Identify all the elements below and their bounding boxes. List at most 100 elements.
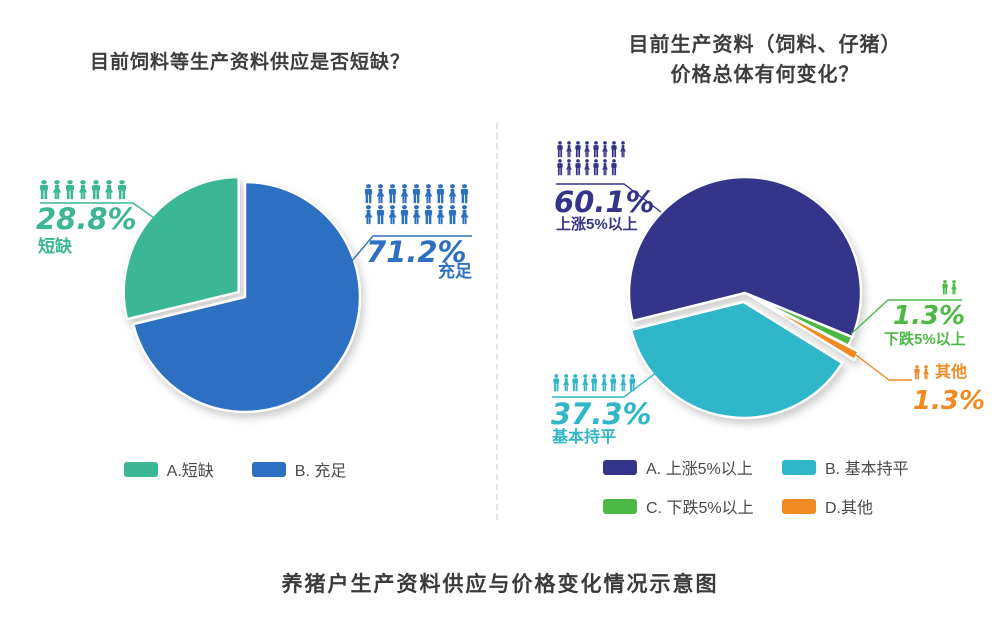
pie-slice-短缺 [122, 175, 240, 321]
sufficient-percentage: 71.2% [366, 235, 467, 269]
left-chart-title: 目前饲料等生产资料供应是否短缺？ [55, 50, 445, 76]
person-icon [951, 280, 957, 295]
pictogram-row [941, 280, 958, 295]
person-icon [581, 374, 588, 392]
person-icon [424, 205, 433, 225]
pictogram-row [556, 159, 627, 176]
person-icon [460, 184, 469, 204]
pictogram-row [38, 180, 128, 200]
right-chart-title-line1: 目前生产资料（饲料、仔猪） [628, 34, 902, 56]
person-icon [593, 141, 599, 158]
person-icon [364, 205, 373, 225]
person-icon [388, 205, 397, 225]
person-icon [460, 205, 469, 225]
person-icon [376, 184, 385, 204]
shortage-people-pictogram [38, 180, 128, 201]
legend-item-sufficient: B. 充足 [251, 457, 346, 481]
sufficient-label: 充足 [438, 262, 472, 281]
person-icon [593, 159, 599, 176]
pie-slice-上涨5%以上 [627, 175, 863, 339]
person-icon [52, 180, 62, 200]
person-icon [424, 184, 433, 204]
pictogram-row [913, 364, 930, 380]
pictogram-row [556, 141, 627, 158]
rise-label: 上涨5%以上 [556, 216, 638, 233]
person-icon [619, 374, 626, 392]
right-chart-title-line2: 价格总体有何变化？ [670, 64, 860, 86]
person-icon [584, 159, 590, 176]
legend-item-shortage: A.短缺 [123, 457, 214, 481]
rise-people-pictogram [556, 141, 627, 177]
right-chart-title: 目前生产资料（饲料、仔猪） 价格总体有何变化？ [555, 30, 975, 90]
person-icon [629, 374, 636, 392]
person-icon [942, 280, 948, 295]
other-people-pictogram [913, 364, 930, 381]
person-icon [78, 180, 88, 200]
person-icon [575, 141, 581, 158]
person-icon [611, 159, 617, 176]
legend-label-other: D.其他 [825, 500, 874, 517]
person-icon [600, 374, 607, 392]
person-icon [118, 180, 126, 200]
pictogram-row [552, 374, 637, 392]
person-icon [376, 205, 385, 225]
legend-label-flat: B. 基本持平 [825, 461, 909, 478]
person-icon [591, 374, 598, 392]
person-icon [412, 184, 421, 204]
vertical-dashed-divider [496, 123, 498, 520]
left-chart-title-text: 目前饲料等生产资料供应是否短缺？ [89, 52, 410, 73]
legend-swatch-other [782, 498, 816, 514]
pictogram-row [363, 205, 470, 225]
other-label-row: 其他 [913, 364, 967, 382]
person-icon [602, 141, 608, 158]
person-icon [575, 159, 581, 176]
person-icon [436, 205, 445, 225]
person-icon [92, 180, 100, 200]
person-icon [364, 184, 373, 204]
pie-slice-充足 [132, 180, 362, 414]
person-icon [557, 141, 563, 158]
legend-label-fall: C. 下跌5%以上 [646, 500, 754, 517]
legend-item-rise: A. 上涨5%以上 [603, 455, 782, 479]
person-icon [562, 374, 569, 392]
left-chart-legend: A.短缺 B. 充足 [0, 457, 470, 481]
legend-label-rise: A. 上涨5%以上 [646, 461, 753, 478]
person-icon [602, 159, 608, 176]
person-icon [566, 141, 572, 158]
person-icon [572, 374, 579, 392]
person-icon [610, 374, 617, 392]
flat-people-pictogram [552, 374, 637, 393]
flat-percentage: 37.3% [551, 397, 652, 431]
shortage-label: 短缺 [38, 237, 72, 256]
shortage-percentage: 28.8% [36, 202, 137, 236]
person-icon [412, 205, 421, 225]
flat-label: 基本持平 [552, 429, 617, 446]
person-icon [104, 180, 114, 200]
person-icon [566, 159, 572, 176]
person-icon [66, 180, 74, 200]
right-chart-legend: A. 上涨5%以上 B. 基本持平 C. 下跌5%以上 D.其他 [603, 455, 909, 518]
supply-pie-chart [122, 175, 362, 414]
person-icon [584, 141, 590, 158]
other-percentage: 1.3% [912, 386, 985, 416]
person-icon [553, 374, 560, 392]
legend-swatch-flat [782, 459, 816, 475]
person-icon [914, 364, 920, 380]
figure-caption: 养猪户生产资料供应与价格变化情况示意图 [281, 573, 719, 596]
pie-slice-基本持平 [629, 300, 844, 420]
fall-percentage: 1.3% [893, 301, 966, 331]
person-icon [400, 205, 409, 225]
pictogram-row [363, 184, 470, 204]
fall-label: 下跌5%以上 [884, 331, 966, 348]
legend-swatch-fall [603, 498, 637, 514]
price-change-pie-chart [627, 175, 863, 420]
legend-swatch-sufficient [251, 461, 286, 477]
legend-swatch-rise [603, 459, 637, 475]
person-icon [436, 184, 445, 204]
person-icon [611, 141, 617, 158]
person-icon [40, 180, 48, 200]
fall-people-pictogram [941, 280, 958, 296]
person-icon [620, 141, 626, 158]
sufficient-people-pictogram [363, 184, 470, 226]
